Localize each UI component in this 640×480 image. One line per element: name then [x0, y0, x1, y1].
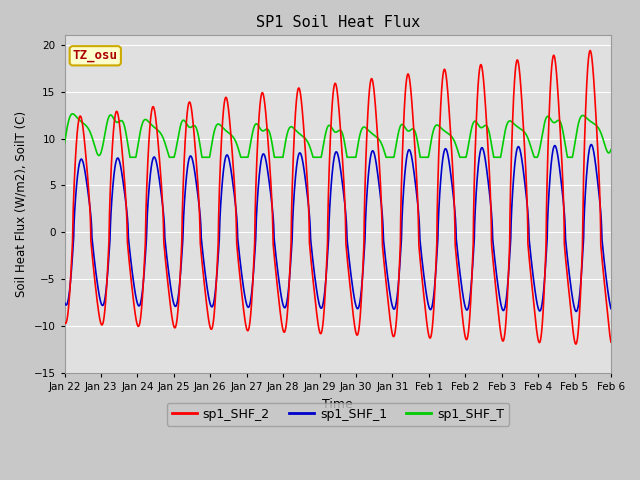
Y-axis label: Soil Heat Flux (W/m2), SoilT (C): Soil Heat Flux (W/m2), SoilT (C)	[15, 111, 28, 297]
Text: TZ_osu: TZ_osu	[73, 49, 118, 62]
Legend: sp1_SHF_2, sp1_SHF_1, sp1_SHF_T: sp1_SHF_2, sp1_SHF_1, sp1_SHF_T	[166, 403, 509, 426]
Title: SP1 Soil Heat Flux: SP1 Soil Heat Flux	[255, 15, 420, 30]
X-axis label: Time: Time	[323, 397, 353, 410]
